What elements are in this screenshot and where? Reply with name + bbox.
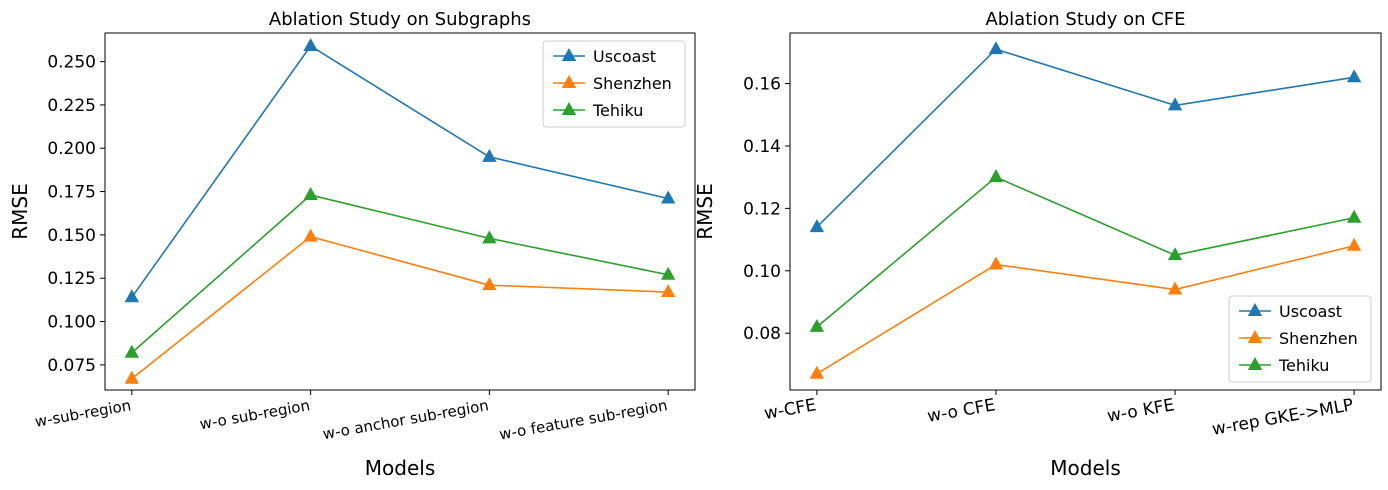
legend-marker — [1247, 330, 1263, 343]
x-tick-label: w-o feature sub-region — [498, 396, 669, 443]
legend: Uscoast Shenzhen Tehiku — [1228, 295, 1372, 383]
legend-marker — [561, 102, 577, 115]
chart-2: Ablation Study on CFE 0.08 0.10 0.12 0.14 0.1… — [693, 9, 1382, 480]
data-point — [303, 37, 318, 51]
legend-marker — [561, 48, 577, 61]
x-tick-label: w-o sub-region — [198, 396, 311, 433]
x-axis-label: Models — [365, 456, 435, 480]
chart-title: Ablation Study on Subgraphs — [269, 9, 531, 30]
y-tick-label: 0.08 — [743, 324, 781, 344]
legend-label: Shenzhen — [1279, 329, 1358, 348]
y-tick-label: 0.150 — [47, 226, 96, 246]
data-point — [988, 256, 1004, 270]
legend-marker — [561, 75, 577, 88]
y-tick-label: 0.10 — [743, 262, 781, 282]
series-line — [131, 194, 669, 354]
y-tick-label: 0.225 — [47, 96, 96, 116]
series-line — [816, 176, 1355, 328]
y-tick-label: 0.12 — [743, 199, 781, 219]
data-point — [660, 284, 676, 298]
data-point — [1346, 237, 1362, 251]
data-point — [124, 289, 140, 303]
series-tehiku — [124, 187, 676, 358]
data-point — [809, 219, 825, 233]
x-tick-label: w-sub-region — [33, 396, 132, 431]
y-tick-label: 0.100 — [47, 313, 96, 333]
series-shenzhen — [809, 237, 1362, 379]
data-point — [124, 370, 140, 384]
data-point — [1167, 97, 1183, 111]
x-tick-label: w-CFE — [763, 395, 818, 424]
series-line — [816, 245, 1355, 375]
data-point — [988, 169, 1004, 183]
x-tick-label: w-o CFE — [926, 395, 997, 427]
chart-title: Ablation Study on CFE — [985, 9, 1185, 30]
y-tick-label: 0.075 — [47, 356, 96, 376]
legend-label: Uscoast — [1279, 302, 1342, 321]
data-point — [482, 230, 497, 244]
series-line — [816, 48, 1355, 228]
data-point — [1346, 69, 1362, 83]
legend-label: Tehiku — [592, 101, 643, 120]
y-tick-label: 0.16 — [743, 75, 781, 95]
plot-area — [104, 32, 696, 391]
legend: Uscoast Shenzhen Tehiku — [542, 40, 686, 128]
x-tick-label: w-o KFE — [1106, 395, 1176, 426]
series-shenzhen — [124, 228, 676, 384]
y-axis-label: RMSE — [8, 183, 32, 239]
data-point — [482, 277, 497, 291]
x-tick-label: w-rep GKE->MLP — [1211, 395, 1355, 440]
data-point — [1167, 281, 1183, 295]
data-point — [660, 190, 676, 204]
x-axis-label: Models — [1050, 456, 1120, 480]
y-axis-label: RMSE — [693, 183, 717, 239]
x-tick-label: w-o anchor sub-region — [321, 396, 490, 443]
chart-1: Ablation Study on Subgraphs 0.075 0.100 0.1… — [8, 9, 696, 480]
legend-marker — [1247, 303, 1263, 316]
series-line — [131, 235, 669, 380]
data-point — [124, 344, 140, 358]
y-tick-label: 0.200 — [47, 139, 96, 159]
series-uscoast — [809, 41, 1362, 233]
data-point — [988, 41, 1004, 55]
data-point — [809, 318, 825, 332]
y-tick-label: 0.125 — [47, 269, 96, 289]
data-point — [482, 148, 497, 162]
data-point — [303, 187, 318, 200]
legend-frame — [542, 40, 686, 128]
series-tehiku — [809, 169, 1362, 332]
legend-label: Shenzhen — [593, 74, 672, 93]
data-point — [1346, 209, 1362, 223]
series-line — [131, 44, 669, 298]
legend-label: Tehiku — [1278, 356, 1329, 375]
plot-area — [789, 32, 1382, 391]
data-point — [660, 266, 676, 280]
data-point — [1167, 247, 1183, 261]
data-point — [303, 228, 318, 242]
y-tick-label: 0.175 — [47, 183, 96, 203]
y-tick-label: 0.250 — [47, 53, 96, 73]
series-uscoast — [124, 37, 676, 303]
legend-marker — [1247, 357, 1263, 370]
legend-label: Uscoast — [593, 47, 656, 66]
data-point — [809, 365, 825, 379]
y-tick-label: 0.14 — [743, 137, 781, 157]
legend-frame — [1228, 295, 1372, 383]
